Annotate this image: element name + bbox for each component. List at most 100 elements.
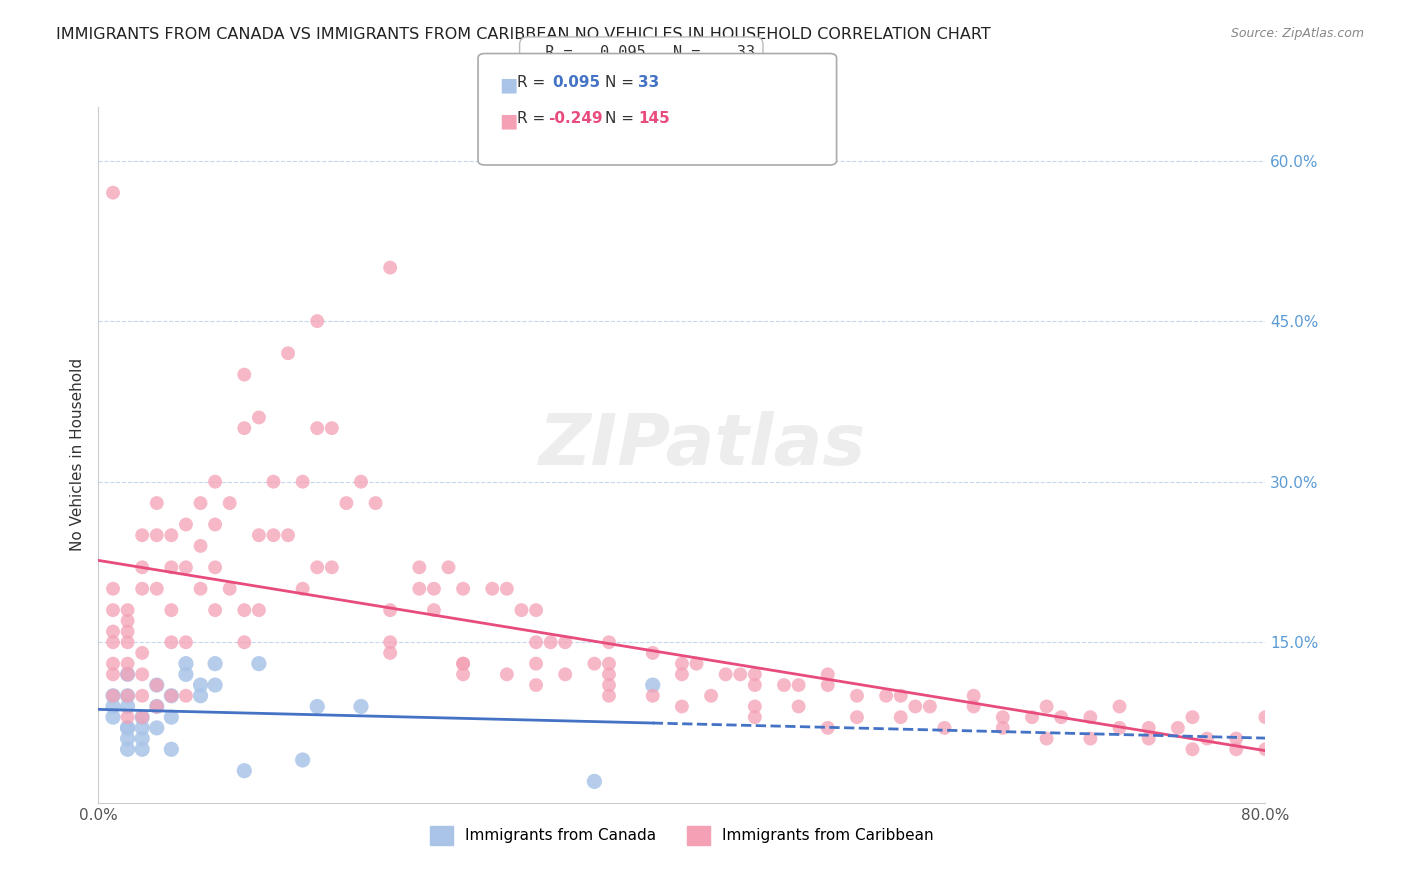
Point (524, 657, 547, 671)
Point (174, 517, 197, 532)
Point (117, 667, 139, 681)
Point (160, 710, 183, 724)
Point (598, 689, 620, 703)
Point (496, 667, 519, 681)
Point (277, 346, 299, 360)
Point (233, 368, 256, 382)
Point (117, 710, 139, 724)
Point (291, 582, 314, 596)
Point (262, 528, 284, 542)
Point (1035, 699, 1057, 714)
Point (787, 699, 810, 714)
Point (117, 603, 139, 617)
Point (117, 635, 139, 649)
Point (233, 635, 256, 649)
Point (204, 657, 226, 671)
Point (890, 689, 912, 703)
Point (307, 560, 329, 574)
Point (554, 667, 576, 681)
Point (204, 560, 226, 574)
Point (131, 667, 153, 681)
Point (671, 699, 693, 714)
Point (451, 657, 474, 671)
Point (146, 496, 169, 510)
Point (247, 657, 270, 671)
Point (510, 603, 533, 617)
Point (730, 667, 752, 681)
Point (101, 710, 124, 724)
Text: ZIPatlas: ZIPatlas (540, 411, 866, 481)
Point (131, 731, 153, 746)
Point (101, 689, 124, 703)
Point (146, 699, 169, 714)
Point (247, 528, 270, 542)
Point (321, 421, 343, 435)
Point (350, 475, 373, 489)
Point (160, 528, 183, 542)
Point (846, 710, 869, 724)
Point (962, 699, 984, 714)
Point (583, 774, 606, 789)
Point (904, 699, 927, 714)
Point (174, 657, 197, 671)
Point (277, 528, 299, 542)
Point (1021, 710, 1043, 724)
Point (160, 689, 183, 703)
Point (481, 582, 503, 596)
Point (190, 582, 212, 596)
Point (146, 678, 169, 692)
Point (641, 689, 664, 703)
Point (934, 721, 956, 735)
Point (131, 742, 153, 756)
Point (641, 646, 664, 660)
Point (918, 699, 941, 714)
Point (233, 603, 256, 617)
Point (1181, 742, 1204, 756)
Point (598, 678, 620, 692)
Point (598, 635, 620, 649)
Point (962, 689, 984, 703)
Point (131, 710, 153, 724)
Point (408, 582, 430, 596)
Point (321, 560, 343, 574)
Point (1108, 721, 1130, 735)
Point (1050, 710, 1073, 724)
Point (744, 710, 766, 724)
Point (671, 657, 693, 671)
Point (117, 721, 139, 735)
Point (131, 646, 153, 660)
Point (101, 186, 124, 200)
Point (117, 667, 139, 681)
Point (451, 582, 474, 596)
Point (1108, 699, 1130, 714)
Point (423, 603, 446, 617)
Point (554, 635, 576, 649)
Point (744, 667, 766, 681)
Point (817, 667, 839, 681)
Point (773, 678, 796, 692)
Point (131, 721, 153, 735)
Point (744, 678, 766, 692)
Point (117, 689, 139, 703)
Point (204, 475, 226, 489)
Point (146, 699, 169, 714)
Point (174, 667, 197, 681)
Point (117, 742, 139, 756)
Point (1195, 731, 1218, 746)
Point (685, 657, 707, 671)
Point (583, 657, 606, 671)
Text: -0.249: -0.249 (548, 111, 603, 126)
Point (291, 475, 314, 489)
Point (437, 560, 460, 574)
Point (291, 753, 314, 767)
Point (190, 496, 212, 510)
Point (190, 678, 212, 692)
Point (218, 582, 240, 596)
Text: IMMIGRANTS FROM CANADA VS IMMIGRANTS FROM CARIBBEAN NO VEHICLES IN HOUSEHOLD COR: IMMIGRANTS FROM CANADA VS IMMIGRANTS FRO… (56, 27, 991, 42)
Point (174, 560, 197, 574)
Point (350, 699, 373, 714)
Point (524, 635, 547, 649)
Point (247, 410, 270, 425)
Point (101, 635, 124, 649)
Point (700, 689, 723, 703)
